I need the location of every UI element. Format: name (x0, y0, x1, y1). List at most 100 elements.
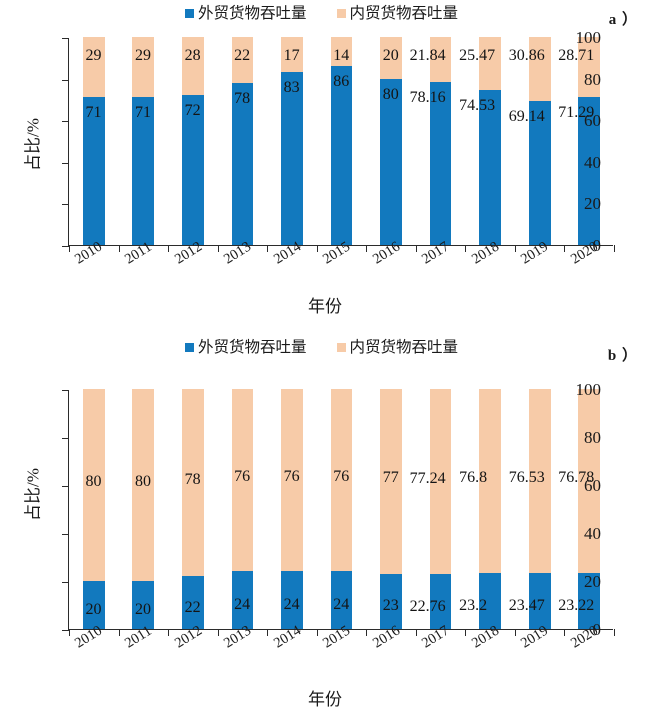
bar-segment-domestic-trade (281, 389, 303, 572)
legend-item-foreign-trade: 外贸货物吞吐量 (185, 340, 307, 356)
x-axis-tick (366, 629, 368, 636)
bar-segment-domestic-trade (132, 37, 155, 98)
bars-container-a: 71 29 71 29 72 28 78 22 83 17 86 14 80 20 78.16 21.84 74… (69, 37, 613, 245)
y-axis-tick-label: 20 (584, 572, 601, 591)
legend-item-foreign-trade: 外贸货物吞吐量 (185, 6, 307, 22)
y-axis-tick (62, 486, 69, 487)
bar-segment-foreign-trade (82, 97, 105, 245)
legend-panel-b: 外贸货物吞吐量 内贸货物吞吐量 (185, 340, 458, 356)
plot-area-b: 20 80 20 80 22 78 24 76 24 76 24 76 23 77 22.76 77.24 23… (62, 380, 615, 652)
bar-segment-domestic-trade (330, 389, 353, 572)
bar-segment-domestic-trade (181, 37, 204, 96)
bar-group (330, 37, 353, 245)
bar-segment-domestic-trade (429, 389, 452, 575)
legend-label: 外贸货物吞吐量 (198, 339, 307, 356)
y-axis-tick-label: 60 (584, 111, 601, 131)
bar-value-label-domestic-trade: 80 (85, 473, 102, 490)
bar-segment-foreign-trade (429, 82, 452, 245)
bar-value-label-foreign-trade: 72 (184, 102, 201, 120)
y-axis-tick (62, 79, 69, 81)
bar-segment-foreign-trade (330, 571, 353, 629)
bar-value-label-foreign-trade: 71.29 (558, 103, 595, 121)
plot-area-a: 71 29 71 29 72 28 78 22 83 17 86 14 80 20 78.16 21.84 74… (62, 28, 615, 268)
y-axis-title-b: 占比/% (23, 468, 43, 521)
bar-segment-foreign-trade (528, 572, 551, 629)
bar-value-label-foreign-trade: 80 (382, 85, 399, 103)
bar-segment-domestic-trade (380, 389, 402, 574)
legend-item-domestic-trade: 内贸货物吞吐量 (336, 6, 458, 22)
x-axis-tick (267, 245, 269, 252)
bar-segment-domestic-trade (429, 37, 452, 83)
bar-value-label-domestic-trade: 21.84 (409, 47, 446, 64)
square-swatch-peach-icon (336, 9, 346, 19)
bar-value-label-foreign-trade: 24 (333, 596, 350, 614)
panel-tag-b: b ） (607, 348, 638, 364)
bar-value-label-foreign-trade: 78.16 (409, 89, 446, 107)
panel-tag-a: a ） (608, 12, 638, 28)
bar-value-label-domestic-trade: 76 (234, 468, 251, 486)
bar-value-label-domestic-trade: 30.86 (508, 47, 545, 64)
x-axis-tick (316, 629, 318, 636)
bar-segment-foreign-trade (181, 576, 204, 629)
bar-group (380, 37, 402, 245)
bar-segment-domestic-trade (231, 389, 254, 572)
x-axis-tick (267, 629, 269, 636)
x-axis-tick (465, 629, 467, 636)
bar-value-label-domestic-trade: 20 (382, 47, 399, 64)
bar-group (429, 37, 452, 245)
x-axis-title-a: 年份 (308, 297, 342, 316)
bar-value-label-foreign-trade: 22.76 (409, 597, 446, 615)
bar-segment-foreign-trade (281, 571, 303, 629)
bar-value-label-foreign-trade: 23.22 (558, 597, 595, 615)
x-axis-tick (366, 245, 368, 252)
bar-segment-domestic-trade (231, 37, 254, 83)
bar-value-label-foreign-trade: 78 (234, 89, 251, 107)
bar-group (479, 389, 502, 629)
bar-value-label-foreign-trade: 22 (184, 598, 201, 616)
bar-segment-domestic-trade (82, 37, 105, 98)
y-axis-tick (62, 162, 69, 164)
bar-segment-foreign-trade (132, 581, 155, 629)
bar-value-label-domestic-trade: 77.24 (409, 469, 446, 487)
y-axis-tick (62, 630, 69, 631)
bar-segment-foreign-trade (132, 97, 155, 245)
bar-value-label-foreign-trade: 20 (135, 601, 152, 618)
bar-group (231, 37, 254, 245)
y-axis-tick (62, 204, 69, 206)
y-axis-tick (62, 390, 69, 391)
bar-segment-domestic-trade (479, 37, 502, 90)
y-axis-tick-label: 80 (584, 428, 601, 447)
bar-segment-domestic-trade (578, 389, 601, 574)
bar-value-label-domestic-trade: 25.47 (459, 47, 496, 64)
bar-segment-domestic-trade (380, 37, 402, 79)
bar-group (330, 389, 353, 629)
x-axis-tick (614, 629, 615, 636)
bar-segment-domestic-trade (479, 389, 502, 574)
bar-segment-domestic-trade (528, 37, 551, 102)
bar-segment-foreign-trade (330, 66, 353, 245)
y-axis-tick (62, 582, 69, 583)
x-axis-tick (217, 629, 219, 636)
x-axis-tick (168, 629, 170, 636)
bar-value-label-domestic-trade: 77 (382, 469, 399, 487)
y-axis-tick-label: 40 (584, 524, 601, 543)
square-swatch-blue-icon (185, 9, 194, 19)
bar-value-label-domestic-trade: 78 (184, 470, 201, 488)
bars-container-b: 20 80 20 80 22 78 24 76 24 76 24 76 23 77 22.76 77.24 23… (69, 389, 613, 629)
y-axis-tick-label: 40 (584, 152, 601, 172)
x-axis-tick (118, 245, 120, 252)
x-axis-tick (564, 245, 566, 252)
bar-value-label-domestic-trade: 22 (234, 47, 251, 64)
bar-group (231, 389, 254, 629)
bar-group (281, 37, 303, 245)
y-axis-tick (62, 534, 69, 535)
bar-segment-foreign-trade (578, 573, 601, 629)
bar-segment-domestic-trade (281, 37, 303, 73)
bar-value-label-foreign-trade: 86 (333, 73, 350, 91)
bar-segment-foreign-trade (181, 95, 204, 245)
y-axis-tick-label: 80 (584, 69, 601, 89)
y-axis-tick (62, 121, 69, 123)
bar-segment-foreign-trade (231, 82, 254, 245)
bar-value-label-foreign-trade: 71 (85, 104, 102, 122)
